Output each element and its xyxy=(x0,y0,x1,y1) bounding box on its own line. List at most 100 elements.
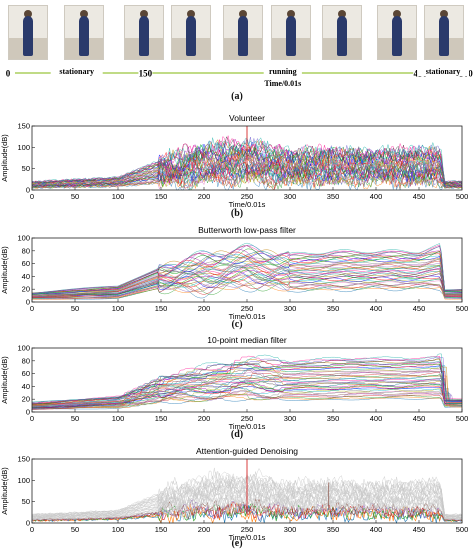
timeline-axis-label: Time/0.01s xyxy=(264,79,301,88)
series-line xyxy=(31,258,462,294)
photo-frame-6 xyxy=(271,5,311,60)
timeline-axis: 0150450500stationaryrunningstationaryTim… xyxy=(1,67,473,88)
x-tick-label: 100 xyxy=(112,304,125,313)
chart-title: Attention-guided Denoising xyxy=(196,446,298,456)
series-line xyxy=(31,244,463,294)
x-tick-label: 500 xyxy=(456,525,469,534)
series-line xyxy=(32,357,462,403)
series-line xyxy=(32,390,462,410)
x-tick-label: 250 xyxy=(241,525,254,534)
x-tick-label: 50 xyxy=(71,414,79,423)
x-tick-label: 50 xyxy=(71,192,79,201)
x-tick-label: 450 xyxy=(413,304,426,313)
series-line xyxy=(32,394,462,410)
y-tick-label: 100 xyxy=(17,344,30,353)
timeline-panel: 0150450500stationaryrunningstationaryTim… xyxy=(0,0,474,104)
x-tick-label: 200 xyxy=(198,414,211,423)
x-tick-label: 250 xyxy=(241,192,254,201)
series-line xyxy=(32,396,462,410)
x-tick-label: 300 xyxy=(284,525,297,534)
series-line xyxy=(31,375,462,407)
x-tick-label: 200 xyxy=(198,304,211,313)
x-axis-label: Time/0.01s xyxy=(229,533,266,541)
y-tick-label: 0 xyxy=(26,186,30,195)
x-tick-label: 350 xyxy=(327,525,340,534)
x-tick-label: 300 xyxy=(284,304,297,313)
y-axis-label: Amplitude(dB) xyxy=(0,467,9,515)
x-tick-label: 350 xyxy=(327,414,340,423)
chart-panel-volunteer: Volunteer 0 50 100 150 200 250 300 350 400 450 500 0… xyxy=(0,110,474,222)
photo-frame-4 xyxy=(171,5,211,60)
y-tick-label: 150 xyxy=(17,455,30,464)
y-axis-label: Amplitude(dB) xyxy=(0,246,9,294)
timeline-tick-label: 0 xyxy=(6,69,11,79)
y-tick-label: 100 xyxy=(17,476,30,485)
y-tick-label: 20 xyxy=(22,285,30,294)
x-tick-label: 100 xyxy=(112,525,125,534)
series-line xyxy=(31,260,463,296)
series-line xyxy=(31,242,462,294)
chart-panel-attention: Attention-guided Denoising 0 50 100 150 200 25… xyxy=(0,443,474,553)
series-line xyxy=(31,376,462,407)
caption-a: (a) xyxy=(231,91,243,102)
photo-frame-7 xyxy=(322,5,362,60)
x-tick-label: 100 xyxy=(112,192,125,201)
series-line xyxy=(31,271,462,298)
timeline-segment-label: stationary xyxy=(59,67,94,76)
x-tick-label: 450 xyxy=(413,414,426,423)
x-tick-label: 0 xyxy=(30,414,34,423)
x-tick-label: 100 xyxy=(112,414,125,423)
x-tick-label: 150 xyxy=(155,525,168,534)
x-tick-label: 50 xyxy=(71,525,79,534)
chart-title: Butterworth low-pass filter xyxy=(198,225,296,235)
x-tick-label: 250 xyxy=(241,414,254,423)
x-tick-label: 250 xyxy=(241,304,254,313)
x-tick-label: 400 xyxy=(370,525,383,534)
caption-e: (e) xyxy=(231,538,243,549)
series-line xyxy=(31,254,462,295)
x-tick-label: 500 xyxy=(456,304,469,313)
y-axis-label: Amplitude(dB) xyxy=(0,356,9,404)
y-tick-label: 60 xyxy=(22,259,30,268)
x-tick-label: 300 xyxy=(284,192,297,201)
timeline-segment-label: stationary xyxy=(426,67,461,76)
x-tick-label: 500 xyxy=(456,414,469,423)
x-tick-label: 500 xyxy=(456,192,469,201)
series-line xyxy=(32,249,462,293)
x-tick-label: 400 xyxy=(370,192,383,201)
timeline-segment-label: running xyxy=(269,67,297,76)
photo-frame-1 xyxy=(8,5,48,60)
x-tick-label: 400 xyxy=(370,304,383,313)
x-tick-label: 400 xyxy=(370,414,383,423)
y-tick-label: 20 xyxy=(22,395,30,404)
photo-frame-3 xyxy=(124,5,164,60)
chart-series-group xyxy=(31,353,463,410)
caption-d: (d) xyxy=(230,429,244,440)
caption-c: (c) xyxy=(231,319,243,330)
chart-attention: Attention-guided Denoising 0 50 100 150 200 25… xyxy=(0,446,469,541)
series-line xyxy=(32,264,462,296)
y-tick-label: 80 xyxy=(22,356,30,365)
y-tick-label: 0 xyxy=(26,408,30,417)
photo-frame-5 xyxy=(223,5,263,60)
series-line xyxy=(32,397,463,410)
series-line xyxy=(32,252,462,295)
x-tick-label: 0 xyxy=(30,304,34,313)
series-line xyxy=(31,249,462,294)
series-line xyxy=(32,389,462,409)
x-tick-label: 450 xyxy=(413,525,426,534)
x-tick-label: 0 xyxy=(30,525,34,534)
timeline-tick-label: 150 xyxy=(139,69,153,79)
chart-panel-median: 10-point median filter 0 50 100 150 200 250 300… xyxy=(0,332,474,442)
series-line xyxy=(31,265,462,297)
chart-series-group xyxy=(31,242,463,300)
series-line xyxy=(32,281,462,300)
chart-title: Volunteer xyxy=(229,113,265,123)
series-line xyxy=(32,355,462,404)
photo-frame-2 xyxy=(64,5,104,60)
x-tick-label: 150 xyxy=(155,304,168,313)
y-tick-label: 100 xyxy=(17,234,30,243)
series-line xyxy=(32,381,462,408)
series-line xyxy=(31,279,463,299)
